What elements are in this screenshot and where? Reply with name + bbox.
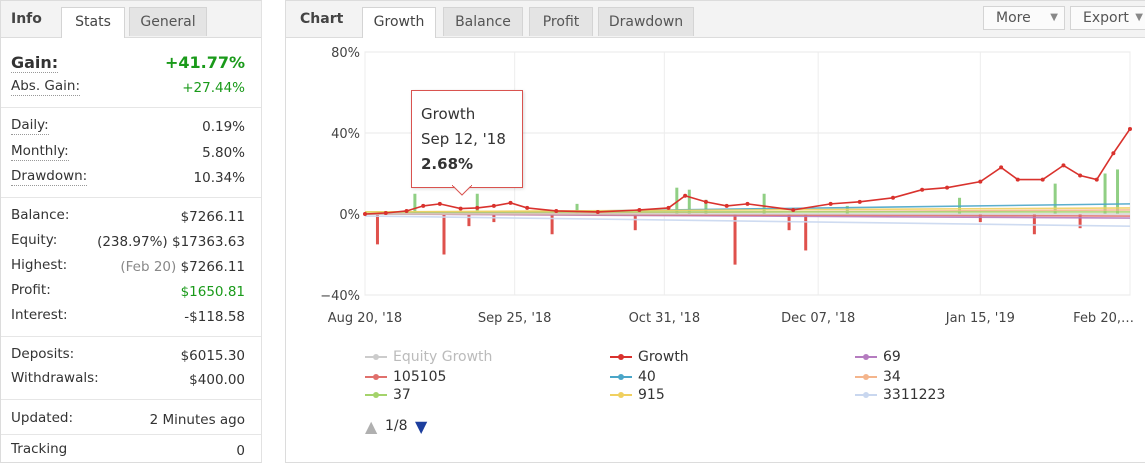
updated-label: Updated: xyxy=(11,410,74,426)
chart-tooltip: Growth Sep 12, '18 2.68% xyxy=(411,90,523,188)
chevron-down-icon: ▼ xyxy=(1135,12,1143,23)
equity-label: Equity: xyxy=(11,232,58,248)
legend-symbol xyxy=(855,354,877,360)
legend-label: 105105 xyxy=(393,369,447,385)
export-label: Export xyxy=(1083,10,1129,26)
tracking-row: Tracking 0 xyxy=(11,441,245,461)
divider xyxy=(1,399,261,400)
tab-stats[interactable]: Stats xyxy=(61,7,125,38)
monthly-label[interactable]: Monthly: xyxy=(11,143,69,161)
tracking-value: 0 xyxy=(236,443,245,459)
highest-row: Highest: (Feb 20) $7266.11 xyxy=(11,257,245,277)
interest-label: Interest: xyxy=(11,307,68,323)
legend-label: 37 xyxy=(393,387,411,403)
tab-drawdown[interactable]: Drawdown xyxy=(598,7,694,36)
withdrawals-label: Withdrawals: xyxy=(11,370,99,386)
tooltip-date: Sep 12, '18 xyxy=(421,130,506,148)
tab-profit[interactable]: Profit xyxy=(529,7,593,36)
interest-row: Interest: -$118.58 xyxy=(11,307,245,327)
abs-gain-value: +27.44% xyxy=(182,80,245,96)
updated-value: 2 Minutes ago xyxy=(149,412,245,428)
highest-label: Highest: xyxy=(11,257,68,273)
more-dropdown[interactable]: More ▼ xyxy=(983,6,1065,30)
tab-general[interactable]: General xyxy=(129,7,207,36)
up-triangle-icon[interactable]: ▲ xyxy=(365,417,378,436)
legend-symbol xyxy=(855,392,877,398)
balance-value: $7266.11 xyxy=(180,209,245,225)
profit-row: Profit: $1650.81 xyxy=(11,282,245,302)
withdrawals-value: $400.00 xyxy=(189,372,245,388)
legend-symbol xyxy=(365,354,387,360)
equity-value-group: (238.97%) $17363.63 xyxy=(97,232,245,252)
monthly-value: 5.80% xyxy=(202,145,245,161)
info-panel: Info Stats General Gain: +41.77% Abs. Ga… xyxy=(0,0,262,463)
tab-growth[interactable]: Growth xyxy=(362,7,436,38)
tooltip-value: 2.68% xyxy=(421,155,474,173)
tooltip-series: Growth xyxy=(421,105,476,123)
deposits-value: $6015.30 xyxy=(180,348,245,364)
legend-label: 69 xyxy=(883,349,901,365)
legend-symbol xyxy=(610,374,632,380)
chevron-down-icon: ▼ xyxy=(1050,12,1058,23)
legend-label: 915 xyxy=(638,387,665,403)
legend-label: 3311223 xyxy=(883,387,946,403)
gain-row: Gain: +41.77% xyxy=(11,53,245,75)
balance-row: Balance: $7266.11 xyxy=(11,207,245,227)
abs-gain-label[interactable]: Abs. Gain: xyxy=(11,78,81,96)
monthly-row: Monthly: 5.80% xyxy=(11,143,245,163)
drawdown-row: Drawdown: 10.34% xyxy=(11,168,245,188)
info-tabbar: Info Stats General xyxy=(1,1,261,38)
chart-tabbar: Chart Growth Balance Profit Drawdown Mor… xyxy=(286,1,1145,38)
legend-symbol xyxy=(610,354,632,360)
legend-label: Growth xyxy=(638,349,689,365)
divider xyxy=(1,197,261,198)
legend-label: 34 xyxy=(883,369,901,385)
updated-row: Updated: 2 Minutes ago xyxy=(11,410,245,430)
chart-panel-title: Chart xyxy=(300,11,344,27)
legend-symbol xyxy=(855,374,877,380)
highest-value: $7266.11 xyxy=(180,259,245,275)
equity-value: $17363.63 xyxy=(171,234,245,250)
divider xyxy=(1,336,261,337)
drawdown-value: 10.34% xyxy=(193,170,245,186)
down-triangle-icon[interactable]: ▼ xyxy=(415,417,428,436)
export-dropdown[interactable]: Export ▼ xyxy=(1070,6,1145,30)
daily-label[interactable]: Daily: xyxy=(11,117,49,135)
deposits-label: Deposits: xyxy=(11,346,75,362)
legend-label: 40 xyxy=(638,369,656,385)
abs-gain-row: Abs. Gain: +27.44% xyxy=(11,78,245,98)
tracking-label: Tracking xyxy=(11,441,68,457)
equity-row: Equity: (238.97%) $17363.63 xyxy=(11,232,245,252)
profit-value: $1650.81 xyxy=(180,284,245,300)
legend-symbol xyxy=(365,392,387,398)
equity-percent: (238.97%) xyxy=(97,234,168,250)
highest-value-group: (Feb 20) $7266.11 xyxy=(120,257,245,277)
legend-page-indicator: 1/8 xyxy=(385,418,408,434)
gain-value: +41.77% xyxy=(164,53,245,72)
gain-label[interactable]: Gain: xyxy=(11,53,59,73)
profit-label: Profit: xyxy=(11,282,51,298)
divider xyxy=(1,107,261,108)
daily-row: Daily: 0.19% xyxy=(11,117,245,137)
balance-label: Balance: xyxy=(11,207,70,223)
legend-symbol xyxy=(365,374,387,380)
more-label: More xyxy=(996,10,1031,26)
chart-panel: Chart Growth Balance Profit Drawdown Mor… xyxy=(285,0,1145,463)
highest-date: (Feb 20) xyxy=(120,259,177,275)
tab-balance[interactable]: Balance xyxy=(443,7,523,36)
divider xyxy=(1,434,261,435)
legend-symbol xyxy=(610,392,632,398)
daily-value: 0.19% xyxy=(202,119,245,135)
legend-label: Equity Growth xyxy=(393,349,493,365)
drawdown-label[interactable]: Drawdown: xyxy=(11,168,88,186)
tooltip-pointer xyxy=(452,185,472,196)
info-panel-title: Info xyxy=(11,11,42,27)
interest-value: -$118.58 xyxy=(184,309,245,325)
withdrawals-row: Withdrawals: $400.00 xyxy=(11,370,245,390)
deposits-row: Deposits: $6015.30 xyxy=(11,346,245,366)
